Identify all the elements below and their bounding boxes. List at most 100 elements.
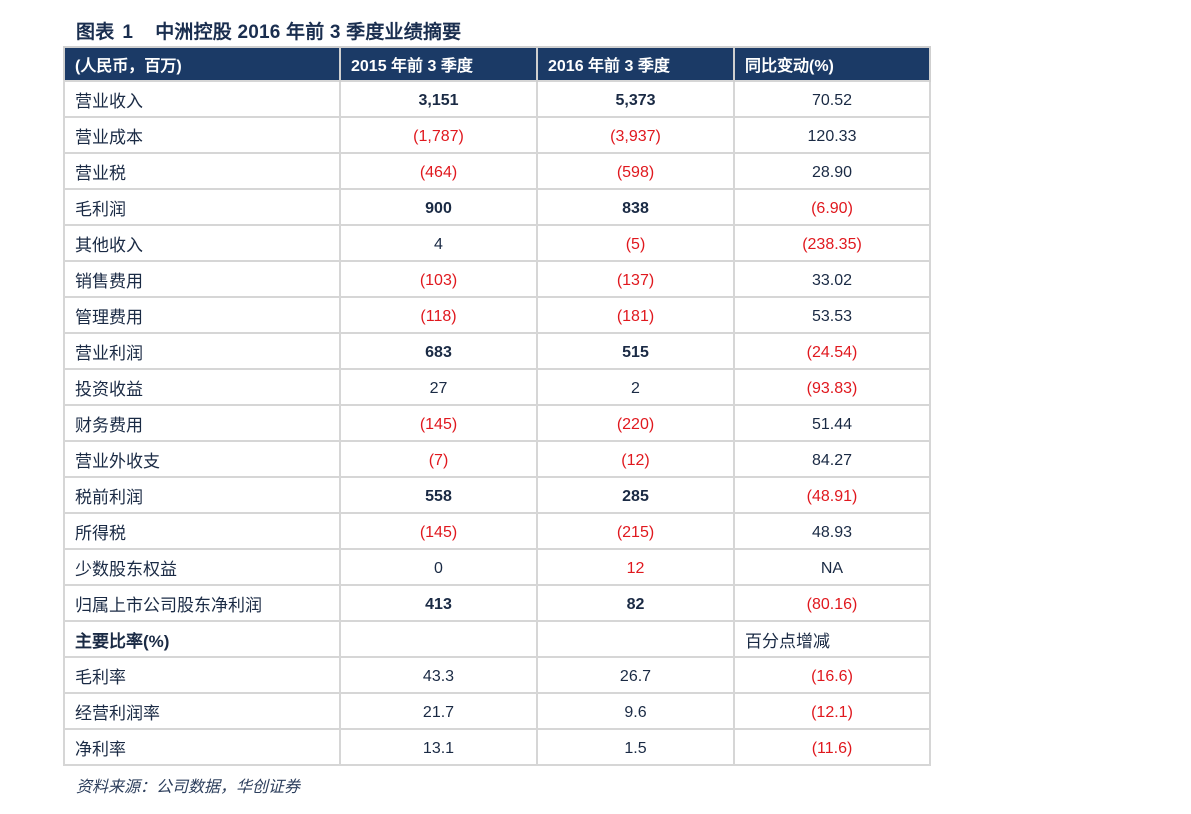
cell-2015: 43.3: [339, 656, 538, 694]
cell-2015: 21.7: [339, 692, 538, 730]
ratio-section-label: 主要比率(%): [63, 620, 341, 658]
table-row: 少数股东权益 0 12 NA: [63, 548, 931, 586]
empty-cell: [339, 620, 538, 658]
cell-yoy: (80.16): [733, 584, 931, 622]
cell-2016: (3,937): [536, 116, 735, 154]
table-row: 营业利润 683 515 (24.54): [63, 332, 931, 370]
cell-2015: (464): [339, 152, 538, 190]
table-row: 财务费用 (145) (220) 51.44: [63, 404, 931, 442]
figure-label: 图表: [76, 22, 115, 43]
figure-title-text: 中洲控股 2016 年前 3 季度业绩摘要: [155, 22, 462, 43]
table-row: 营业税 (464) (598) 28.90: [63, 152, 931, 190]
cell-2016: 515: [536, 332, 735, 370]
table-row: 销售费用 (103) (137) 33.02: [63, 260, 931, 298]
row-label: 营业收入: [63, 80, 341, 118]
cell-yoy: 84.27: [733, 440, 931, 478]
table-row: 税前利润 558 285 (48.91): [63, 476, 931, 514]
cell-yoy: NA: [733, 548, 931, 586]
table-row: 毛利润 900 838 (6.90): [63, 188, 931, 226]
row-label: 所得税: [63, 512, 341, 550]
table-row: 毛利率 43.3 26.7 (16.6): [63, 656, 931, 694]
cell-yoy: (24.54): [733, 332, 931, 370]
empty-cell: [536, 620, 735, 658]
cell-yoy: 28.90: [733, 152, 931, 190]
cell-2015: 683: [339, 332, 538, 370]
table-row: 营业收入 3,151 5,373 70.52: [63, 80, 931, 118]
header-yoy-change: 同比变动(%): [734, 47, 931, 81]
cell-2016: 838: [536, 188, 735, 226]
row-label: 税前利润: [63, 476, 341, 514]
ratio-section-note: 百分点增减: [733, 620, 931, 658]
cell-2016: 1.5: [536, 728, 735, 766]
row-label: 营业成本: [63, 116, 341, 154]
table-row: 归属上市公司股东净利润 413 82 (80.16): [63, 584, 931, 622]
cell-2016: (598): [536, 152, 735, 190]
row-label: 归属上市公司股东净利润: [63, 584, 341, 622]
earnings-summary-table: (人民币，百万) 2015 年前 3 季度 2016 年前 3 季度 同比变动(…: [63, 46, 931, 766]
cell-2016: 12: [536, 548, 735, 586]
cell-2016: 285: [536, 476, 735, 514]
row-label: 毛利润: [63, 188, 341, 226]
cell-2015: 900: [339, 188, 538, 226]
cell-yoy: (238.35): [733, 224, 931, 262]
cell-2015: 27: [339, 368, 538, 406]
cell-yoy: (93.83): [733, 368, 931, 406]
cell-yoy: (48.91): [733, 476, 931, 514]
header-2015-q1-q3: 2015 年前 3 季度: [340, 47, 538, 81]
row-label: 营业利润: [63, 332, 341, 370]
cell-yoy: 33.02: [733, 260, 931, 298]
cell-2016: (12): [536, 440, 735, 478]
table-body: 营业收入 3,151 5,373 70.52 营业成本 (1,787) (3,937) 120…: [63, 80, 931, 766]
cell-2015: 558: [339, 476, 538, 514]
cell-2016: 9.6: [536, 692, 735, 730]
table-row: 净利率 13.1 1.5 (11.6): [63, 728, 931, 766]
cell-2015: 3,151: [339, 80, 538, 118]
cell-2015: 4: [339, 224, 538, 262]
cell-2015: (1,787): [339, 116, 538, 154]
cell-2016: 26.7: [536, 656, 735, 694]
row-label: 净利率: [63, 728, 341, 766]
table-header-row: (人民币，百万) 2015 年前 3 季度 2016 年前 3 季度 同比变动(…: [64, 47, 931, 81]
cell-2015: 13.1: [339, 728, 538, 766]
cell-2015: (118): [339, 296, 538, 334]
cell-2015: 413: [339, 584, 538, 622]
cell-yoy: 120.33: [733, 116, 931, 154]
cell-yoy: (16.6): [733, 656, 931, 694]
source-note: 资料来源：公司数据，华创证券: [76, 779, 301, 796]
cell-yoy: 48.93: [733, 512, 931, 550]
cell-yoy: (6.90): [733, 188, 931, 226]
row-label: 营业税: [63, 152, 341, 190]
row-label: 经营利润率: [63, 692, 341, 730]
cell-yoy: (11.6): [733, 728, 931, 766]
cell-2016: (5): [536, 224, 735, 262]
figure-title: 图表 1 中洲控股 2016 年前 3 季度业绩摘要: [76, 17, 461, 44]
cell-yoy: 51.44: [733, 404, 931, 442]
table-row: 营业外收支 (7) (12) 84.27: [63, 440, 931, 478]
cell-2016: (215): [536, 512, 735, 550]
table-row: 投资收益 27 2 (93.83): [63, 368, 931, 406]
table-row: 所得税 (145) (215) 48.93: [63, 512, 931, 550]
cell-2016: 2: [536, 368, 735, 406]
row-label: 投资收益: [63, 368, 341, 406]
cell-2015: (103): [339, 260, 538, 298]
row-label: 财务费用: [63, 404, 341, 442]
cell-2015: (145): [339, 404, 538, 442]
row-label: 其他收入: [63, 224, 341, 262]
cell-2016: (137): [536, 260, 735, 298]
cell-2015: (145): [339, 512, 538, 550]
cell-2015: 0: [339, 548, 538, 586]
row-label: 销售费用: [63, 260, 341, 298]
row-label: 营业外收支: [63, 440, 341, 478]
header-unit: (人民币，百万): [64, 47, 341, 81]
header-2016-q1-q3: 2016 年前 3 季度: [537, 47, 735, 81]
cell-yoy: (12.1): [733, 692, 931, 730]
table-row: 经营利润率 21.7 9.6 (12.1): [63, 692, 931, 730]
row-label: 管理费用: [63, 296, 341, 334]
ratio-section-row: 主要比率(%) 百分点增减: [63, 620, 931, 658]
row-label: 毛利率: [63, 656, 341, 694]
table-row: 营业成本 (1,787) (3,937) 120.33: [63, 116, 931, 154]
table-row: 管理费用 (118) (181) 53.53: [63, 296, 931, 334]
cell-2016: (220): [536, 404, 735, 442]
cell-2016: 82: [536, 584, 735, 622]
table-row: 其他收入 4 (5) (238.35): [63, 224, 931, 262]
